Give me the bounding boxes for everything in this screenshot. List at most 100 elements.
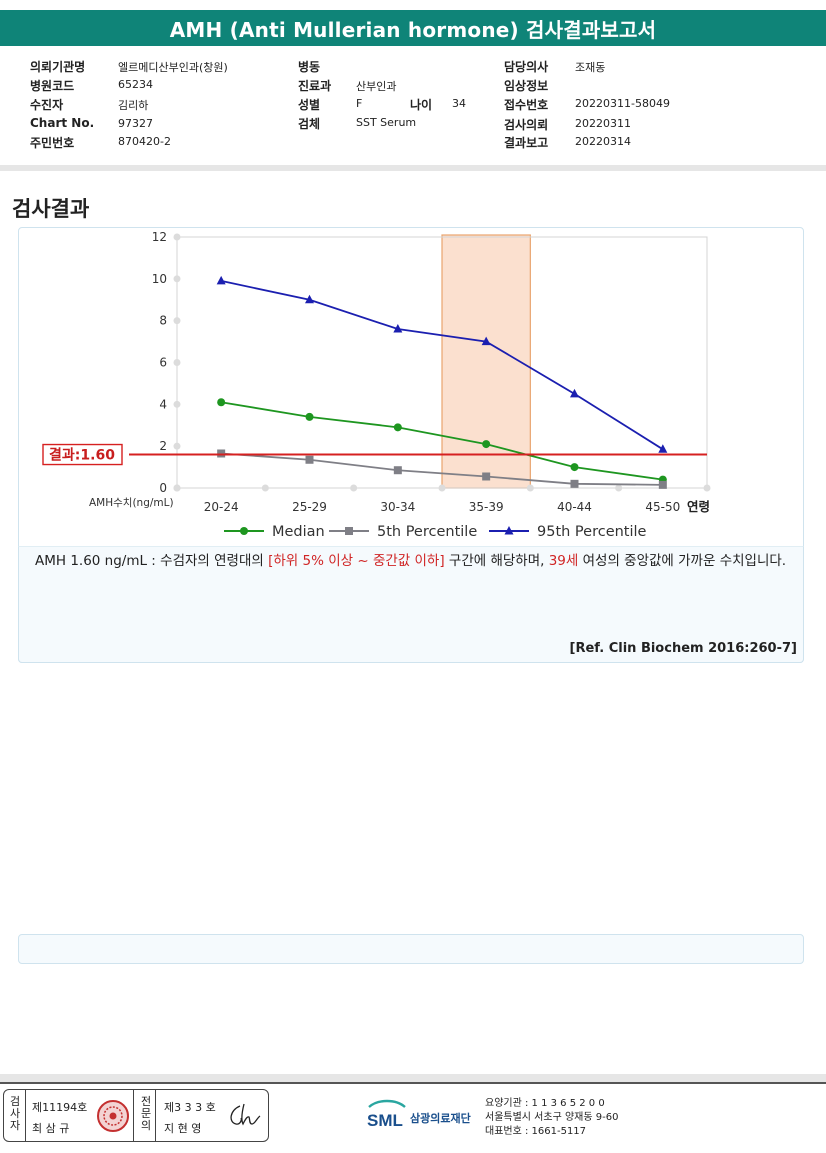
- legend-label-1: 5th Percentile: [377, 524, 477, 540]
- series-line-2: [220, 280, 664, 451]
- series-0-point: [570, 463, 579, 472]
- series-2-point: [216, 275, 226, 285]
- series-2-point: [481, 336, 491, 346]
- examiner-label: 검사자: [9, 1095, 21, 1132]
- examinee-label: 수진자: [30, 98, 64, 112]
- reference-citation: [Ref. Clin Biochem 2016:260-7]: [569, 641, 797, 656]
- x-tick-dot: [615, 484, 623, 492]
- doctor-value: 조재동: [575, 61, 606, 74]
- hospital-code-value: 65234: [118, 78, 153, 91]
- y-axis-label: AMH수치(ng/mL): [89, 497, 174, 509]
- y-tick-label: 0: [159, 481, 167, 495]
- series-0-point: [393, 423, 402, 432]
- examiner-no: 제11194호: [32, 1101, 88, 1114]
- series-2-point: [570, 388, 579, 398]
- x-tick-dot: [526, 484, 534, 492]
- specimen-label: 검체: [298, 117, 321, 131]
- x-tick-dot: [350, 484, 358, 492]
- doctor-label: 담당의사: [504, 60, 549, 74]
- sml-logo-text: SML: [367, 1111, 403, 1130]
- specimen-value: SST Serum: [356, 116, 417, 129]
- result-label-box: [42, 443, 123, 466]
- x-tick-dot: [438, 484, 446, 492]
- series-2-point: [305, 294, 314, 304]
- legend-marker-1: [345, 527, 353, 535]
- y-tick-label: 8: [159, 314, 167, 328]
- report-date-label: 결과보고: [504, 136, 549, 150]
- specialist-signature-icon: [230, 1103, 261, 1126]
- interpretation-panel: AMH 1.60 ng/mL : 수검자의 연령대의 [하위 5% 이상 ~ 중…: [18, 546, 804, 663]
- x-tick-label: 35-39: [469, 500, 504, 514]
- section-title: 검사결과: [12, 197, 90, 221]
- y-tick-dot: [173, 275, 181, 283]
- patient-info: 의뢰기관명 엘르메디산부인과(창원) 병원코드 65234 수진자 김리하 Ch…: [0, 56, 826, 168]
- org-name: 삼광의료재단: [410, 1112, 471, 1125]
- x-tick-label: 45-50: [645, 500, 680, 514]
- receipt-no-label: 접수번호: [504, 98, 549, 112]
- series-0-point: [482, 440, 491, 449]
- x-tick-label: 25-29: [292, 500, 327, 514]
- specialist-label: 전문의: [140, 1095, 152, 1132]
- hospital-code-label: 병원코드: [30, 79, 75, 93]
- y-tick-label: 10: [152, 272, 167, 286]
- series-0-point: [217, 398, 226, 407]
- x-tick-dot: [703, 484, 711, 492]
- x-tick-dot: [261, 484, 269, 492]
- y-tick-dot: [173, 233, 181, 241]
- highlight-band: [441, 234, 531, 489]
- x-tick-label: 40-44: [557, 500, 592, 514]
- series-2-point: [393, 324, 403, 333]
- y-tick-label: 4: [159, 397, 167, 411]
- amh-chart: 0 2 4 6 8 10 12 20-24 25-29 30-34 35-39 40-44 45-50 연…: [42, 230, 711, 540]
- chart-no-label: Chart No.: [30, 116, 95, 130]
- series-1-point: [305, 455, 314, 464]
- interpretation-text: AMH 1.60 ng/mL : 수검자의 연령대의 [하위 5% 이상 ~ 중…: [35, 551, 795, 571]
- resident-no-value: 870420-2: [118, 135, 171, 148]
- y-tick-label: 6: [159, 356, 167, 370]
- y-tick-dot: [173, 359, 181, 366]
- report-title-bar: AMH (Anti Mullerian hormone) 검사결과보고서: [0, 10, 826, 46]
- interpretation-part1: AMH 1.60 ng/mL : 수검자의 연령대의: [35, 553, 269, 569]
- x-tick-label: 30-34: [380, 500, 415, 514]
- examiner-seal-icon: [97, 1100, 129, 1132]
- institution-value: 엘르메디산부인과(창원): [118, 61, 228, 74]
- chart-no-value: 97327: [118, 117, 153, 130]
- empty-comment-box: [18, 934, 804, 964]
- legend-label-0: Median: [272, 524, 325, 540]
- y-tick-dot: [173, 400, 181, 408]
- care-code: 요양기관 : 1 1 3 6 5 2 0 0: [485, 1098, 605, 1109]
- footer-rule: [0, 1082, 826, 1084]
- legend-label-2: 95th Percentile: [537, 524, 647, 540]
- age-value: 34: [452, 97, 466, 110]
- y-tick-dot: [173, 442, 181, 450]
- interpretation-range: [하위 5% 이상 ~ 중간값 이하]: [268, 553, 445, 569]
- series-1-point: [570, 479, 579, 488]
- header-divider: [0, 165, 826, 171]
- examinee-value: 김리하: [118, 99, 149, 112]
- department-label: 진료과: [298, 79, 332, 93]
- legend-marker-0: [240, 527, 248, 535]
- org-phone: 대표번호 : 1661-5117: [485, 1126, 587, 1137]
- x-tick-label: 20-24: [204, 500, 239, 514]
- request-date-label: 검사의뢰: [504, 118, 549, 132]
- y-tick-label: 2: [159, 439, 167, 453]
- department-value: 산부인과: [356, 80, 397, 93]
- series-2-point: [658, 444, 668, 453]
- interpretation-part2: 구간에 해당하며,: [444, 553, 549, 569]
- org-address: 서울특별시 서초구 양재동 9-60: [485, 1112, 619, 1123]
- legend-marker-2: [504, 526, 514, 535]
- series-line-1: [221, 452, 663, 486]
- series-1-point: [482, 472, 491, 481]
- footer-divider: [0, 1074, 826, 1082]
- institution-label: 의뢰기관명: [30, 60, 86, 74]
- series-1-point: [658, 480, 667, 489]
- interpretation-age: 39세: [548, 553, 579, 569]
- sex-value: F: [356, 97, 363, 110]
- examiner-name: 최 삼 규: [32, 1122, 70, 1135]
- ward-label: 병동: [298, 60, 321, 74]
- resident-no-label: 주민번호: [30, 136, 75, 150]
- x-tick-dot: [173, 484, 181, 492]
- sex-label: 성별: [298, 98, 321, 112]
- report-title: AMH (Anti Mullerian hormone) 검사결과보고서: [169, 17, 657, 42]
- specialist-name: 지 현 영: [164, 1122, 202, 1135]
